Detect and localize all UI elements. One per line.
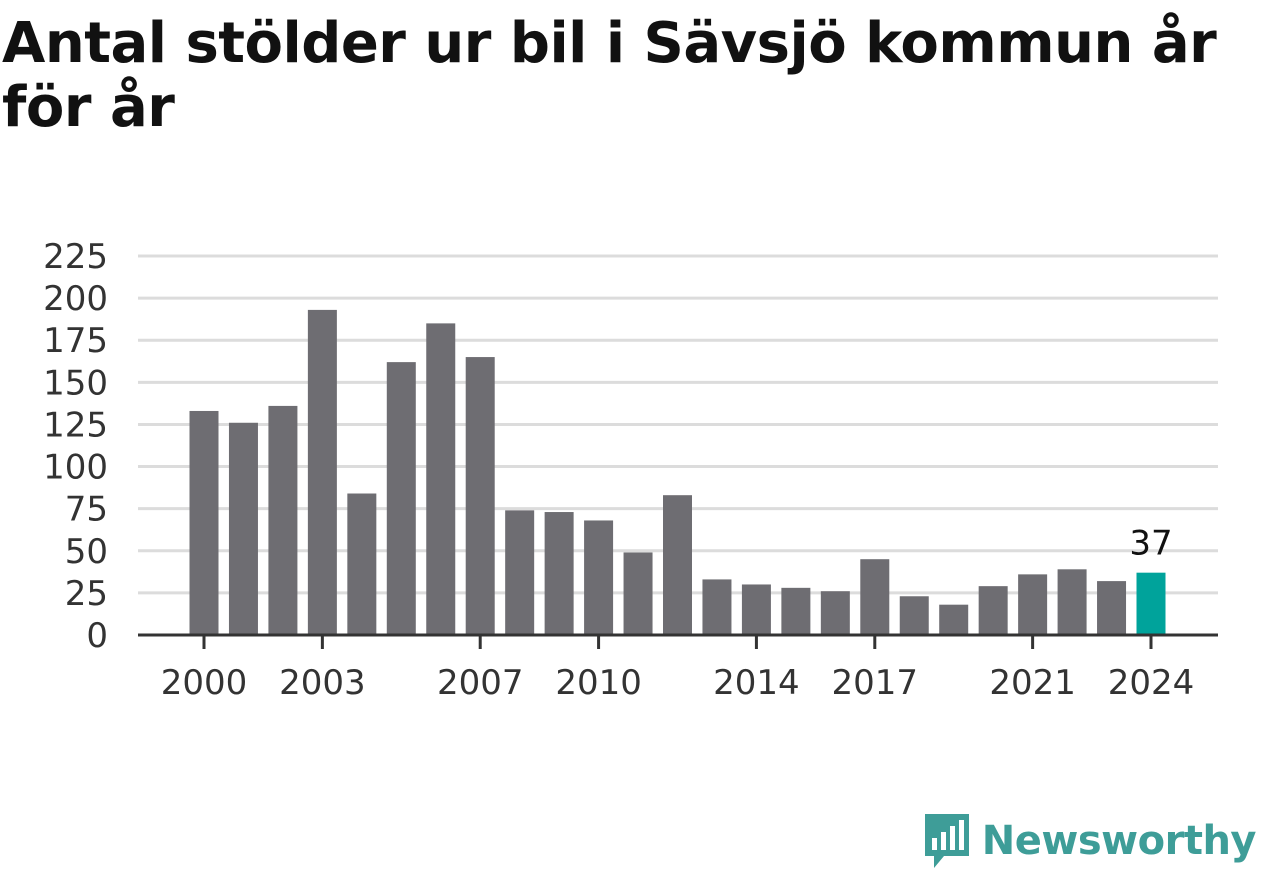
y-tick-label: 0 (86, 616, 108, 656)
bar-2005 (386, 362, 416, 635)
y-tick-label: 100 (43, 448, 108, 488)
bar-2010 (584, 520, 614, 635)
x-axis-ticks: 2000 2003 2007 2010 2014 2017 2021 2024 (161, 635, 1195, 703)
brand-name: Newsworthy (981, 818, 1257, 864)
x-tick-label: 2017 (832, 663, 919, 703)
bar-2023 (1097, 581, 1127, 635)
bars (189, 309, 1166, 635)
bar-2000 (189, 410, 219, 635)
x-tick-label: 2010 (555, 663, 642, 703)
y-tick-label: 200 (43, 279, 108, 319)
bar-2007 (465, 357, 495, 635)
y-tick-label: 125 (43, 405, 108, 445)
bar-2017 (860, 559, 890, 635)
bar-2015 (781, 587, 811, 635)
bar-2024 (1136, 572, 1166, 635)
bar-2006 (426, 323, 456, 635)
bar-2009 (544, 512, 574, 635)
y-tick-label: 75 (65, 490, 108, 530)
bar-2008 (505, 510, 535, 635)
x-tick-label: 2021 (989, 663, 1076, 703)
bar-labels: 37 (1129, 524, 1172, 564)
y-tick-label: 50 (65, 532, 108, 572)
bar-2013 (702, 579, 732, 635)
y-tick-label: 150 (43, 363, 108, 403)
x-tick-label: 2024 (1108, 663, 1195, 703)
bar-2003 (307, 309, 337, 635)
chart-title: Antal stölder ur bil i Sävsjö kommun år … (2, 11, 1217, 140)
bar-2019 (939, 604, 969, 635)
y-tick-label: 25 (65, 574, 108, 614)
x-tick-label: 2000 (161, 663, 248, 703)
bar-2001 (228, 422, 258, 635)
bar-2002 (268, 405, 298, 635)
x-tick-label: 2007 (437, 663, 524, 703)
newsworthy-logo-icon (924, 814, 969, 868)
y-tick-label: 225 (43, 237, 108, 277)
brand: Newsworthy (922, 811, 1257, 871)
bar-2020 (978, 586, 1008, 635)
bar-2012 (663, 495, 692, 635)
bar-2018 (899, 596, 929, 635)
bar-value-label: 37 (1129, 524, 1172, 564)
bar-2014 (741, 584, 771, 635)
bar-2021 (1018, 574, 1048, 635)
y-tick-label: 175 (43, 321, 108, 361)
x-tick-label: 2014 (713, 663, 800, 703)
bar-2011 (623, 552, 653, 635)
bar-2004 (347, 493, 377, 635)
bar-2022 (1057, 569, 1087, 635)
x-tick-label: 2003 (279, 663, 366, 703)
bar-2016 (820, 591, 850, 635)
